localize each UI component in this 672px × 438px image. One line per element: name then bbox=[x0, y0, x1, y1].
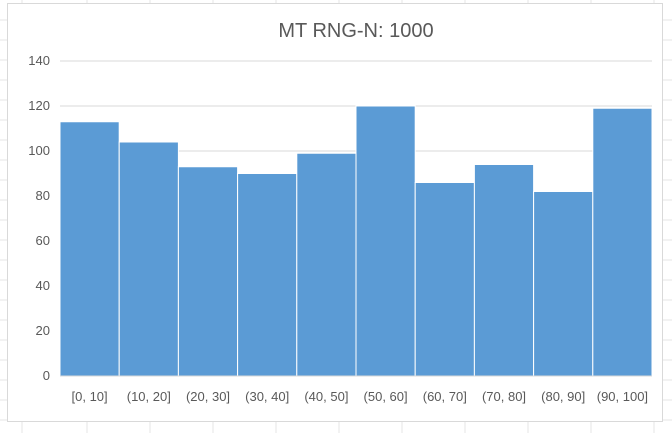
y-tick-label: 40 bbox=[36, 278, 50, 293]
histogram-bar[interactable] bbox=[177, 166, 239, 377]
chart-title: MT RNG-N: 1000 bbox=[278, 20, 433, 42]
y-axis-tick-labels: 0 20 40 60 80 100 120 140 bbox=[28, 53, 50, 383]
x-tick-label: (70, 80] bbox=[482, 389, 526, 404]
histogram-bar[interactable] bbox=[414, 182, 475, 377]
y-tick-label: 100 bbox=[28, 143, 50, 158]
histogram-bar[interactable] bbox=[533, 191, 594, 377]
x-tick-label: (30, 40] bbox=[245, 389, 289, 404]
y-tick-label: 0 bbox=[43, 368, 50, 383]
x-tick-label: (80, 90] bbox=[541, 389, 585, 404]
x-axis-tick-labels: [0, 10] (10, 20] (20, 30] (30, 40] (40, 50] (… bbox=[72, 389, 649, 404]
y-tick-label: 20 bbox=[36, 323, 50, 338]
x-tick-label: (50, 60] bbox=[364, 389, 408, 404]
y-tick-label: 120 bbox=[28, 98, 50, 113]
x-tick-label: (60, 70] bbox=[423, 389, 467, 404]
x-tick-label: (40, 50] bbox=[304, 389, 348, 404]
bar-series bbox=[59, 105, 653, 377]
histogram-bar[interactable] bbox=[237, 173, 298, 377]
x-tick-label: (90, 100] bbox=[597, 389, 648, 404]
y-tick-label: 60 bbox=[36, 233, 50, 248]
histogram-chart: MT RNG-N: 1000 0 20 40 60 80 100 120 140 [0, 10… bbox=[28, 20, 653, 404]
histogram-bar[interactable] bbox=[118, 141, 179, 377]
histogram-bar[interactable] bbox=[355, 105, 416, 377]
histogram-bar[interactable] bbox=[59, 121, 120, 377]
histogram-bar[interactable] bbox=[592, 107, 653, 377]
x-tick-label: (20, 30] bbox=[186, 389, 230, 404]
x-tick-label: (10, 20] bbox=[127, 389, 171, 404]
histogram-bar[interactable] bbox=[296, 152, 357, 377]
y-tick-label: 80 bbox=[36, 188, 50, 203]
x-tick-label: [0, 10] bbox=[72, 389, 108, 404]
chart-area[interactable]: MT RNG-N: 1000 0 20 40 60 80 100 120 140 [0, 10… bbox=[7, 3, 663, 422]
y-tick-label: 140 bbox=[28, 53, 50, 68]
histogram-bar[interactable] bbox=[473, 164, 535, 377]
